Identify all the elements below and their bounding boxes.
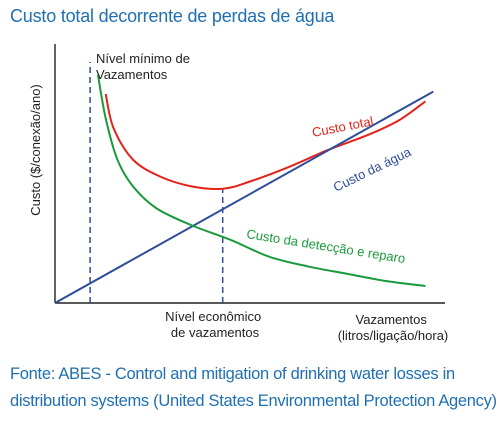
series-line-custo-total (104, 93, 427, 191)
y-axis-label: Custo ($/conexão/ano) (28, 84, 43, 216)
x-axis-label-line1: Vazamentos (356, 312, 428, 327)
series-line-custo-da-agua (54, 90, 434, 304)
x-axis-label: Vazamentos (litros/ligação/hora) (338, 312, 449, 343)
economic-leak-level-label-line2: de vazamentos (171, 325, 260, 340)
source-line-1: Fonte: ABES - Control and mitigation of … (10, 365, 455, 383)
plot-area (54, 44, 445, 304)
economic-leak-level-label: Nível econômico de vazamentos (165, 309, 265, 340)
economic-leak-level-label-line1: Nível econômico (165, 309, 261, 324)
source-note: Fonte: ABES - Control and mitigation of … (10, 361, 497, 415)
series-label-custo-deteccao: Custo da detecção e reparo (246, 226, 407, 266)
series-label-custo-agua: Custo da água (331, 144, 414, 195)
x-axis-label-line2: (litros/ligação/hora) (338, 328, 449, 343)
min-leak-level-label-line1: Nível mínimo de (96, 51, 190, 66)
chart-svg: Custo ($/conexão/ano) Nível mínimo de Va… (28, 44, 449, 343)
chart-title: Custo total decorrente de perdas de água (10, 6, 335, 26)
source-line-2: distribution systems (United States Envi… (10, 392, 497, 410)
series-line-custo-da-deteccao-e-reparo (96, 74, 426, 287)
series-layer (54, 74, 434, 304)
reference-lines (89, 62, 224, 303)
min-leak-level-label-line2: Vazamentos (96, 67, 168, 82)
min-leak-level-label: Nível mínimo de Vazamentos (96, 51, 194, 82)
